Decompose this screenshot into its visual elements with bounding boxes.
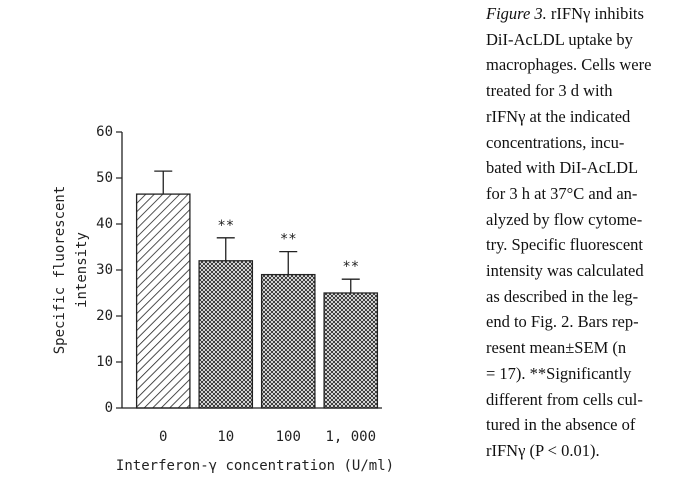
caption-line: macrophages. Cells were [486,55,652,75]
caption-line: as described in the leg- [486,286,639,306]
error-bar [279,250,298,275]
x-tick-label: 0 [159,429,167,445]
significance-label: ** [217,218,234,234]
caption-line: rIFNγ (P < 0.01). [486,440,600,460]
x-tick-label: 1, 000 [325,429,376,445]
y-axis-label: Specific fluorescent [52,186,68,355]
y-tick-label: 60 [96,124,113,140]
chart: Interferon-γ concentration (U/ml) 0 10 20 3… [52,124,394,474]
x-tick-label: 10 [217,429,234,445]
y-tick-label: 50 [96,170,113,186]
caption-line: try. Specific fluorescent [486,235,643,255]
caption-line: alyzed by flow cytome- [486,209,643,229]
caption-line: Figure 3. rIFNγ inhibits [486,1,678,27]
caption-line: intensity was calculated [486,261,644,281]
caption-line: end to Fig. 2. Bars rep- [486,312,639,332]
significance-label: ** [342,259,359,275]
caption-line: treated for 3 d with [486,81,613,101]
caption-text: rIFNγ inhibits [550,4,644,23]
caption-line: tured in the absence of [486,415,636,435]
y-tick-label: 20 [96,308,113,324]
error-bar [341,278,360,293]
caption-line: DiI-AcLDL uptake by [486,29,633,49]
significance-label: ** [280,232,297,248]
y-axis-label: intensity [74,232,90,308]
caption-line: different from cells cul- [486,389,643,409]
x-axis-label: Interferon-γ concentration (U/ml) [116,458,394,474]
figure-label: Figure 3. [486,4,547,23]
caption-line: resent mean±SEM (n [486,338,627,358]
bar [260,273,316,409]
x-tick-label: 100 [276,429,301,445]
y-tick-label: 30 [96,262,113,278]
caption-line: concentrations, incu- [486,132,625,152]
y-tick-label: 10 [96,354,113,370]
caption: Figure 3. rIFNγ inhibits DiI-AcLDL uptake… [486,1,678,464]
caption-line: for 3 h at 37°C and an- [486,183,638,203]
bar [135,193,191,409]
caption-line: rIFNγ at the indicated [486,106,631,126]
bar [323,292,379,409]
error-bar [216,237,235,261]
caption-line: bated with DiI-AcLDL [486,158,639,178]
error-bar [154,170,173,195]
y-tick-label: 40 [96,216,113,232]
y-tick-label: 0 [105,400,113,416]
caption-line: = 17). **Significantly [486,363,632,383]
bar [198,260,254,409]
